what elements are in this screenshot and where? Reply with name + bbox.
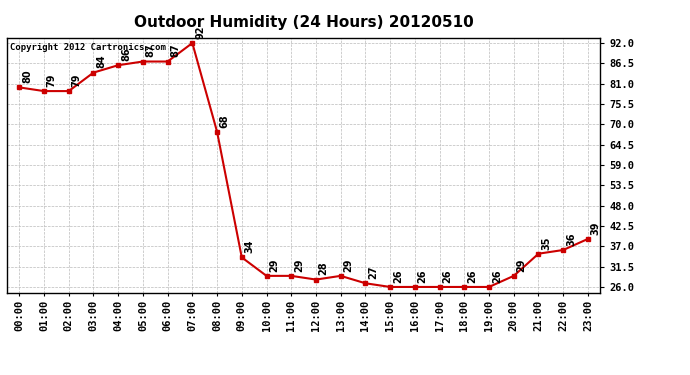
- Text: 26: 26: [442, 269, 453, 283]
- Text: 29: 29: [344, 258, 353, 272]
- Text: 34: 34: [244, 240, 255, 253]
- Text: 29: 29: [294, 258, 304, 272]
- Text: 35: 35: [541, 236, 551, 249]
- Text: 92: 92: [195, 26, 205, 39]
- Text: 79: 79: [47, 74, 57, 87]
- Text: Outdoor Humidity (24 Hours) 20120510: Outdoor Humidity (24 Hours) 20120510: [134, 15, 473, 30]
- Text: 26: 26: [393, 269, 403, 283]
- Text: 29: 29: [269, 258, 279, 272]
- Text: 86: 86: [121, 47, 131, 61]
- Text: 84: 84: [96, 55, 106, 69]
- Text: 26: 26: [492, 269, 502, 283]
- Text: 87: 87: [170, 44, 180, 57]
- Text: 68: 68: [220, 114, 230, 128]
- Text: 26: 26: [467, 269, 477, 283]
- Text: 29: 29: [517, 258, 526, 272]
- Text: 39: 39: [591, 221, 601, 235]
- Text: 79: 79: [72, 74, 81, 87]
- Text: 28: 28: [319, 262, 328, 275]
- Text: 36: 36: [566, 232, 576, 246]
- Text: 27: 27: [368, 266, 378, 279]
- Text: 80: 80: [22, 70, 32, 83]
- Text: Copyright 2012 Cartronics.com: Copyright 2012 Cartronics.com: [10, 43, 166, 52]
- Text: 87: 87: [146, 44, 156, 57]
- Text: 26: 26: [417, 269, 428, 283]
